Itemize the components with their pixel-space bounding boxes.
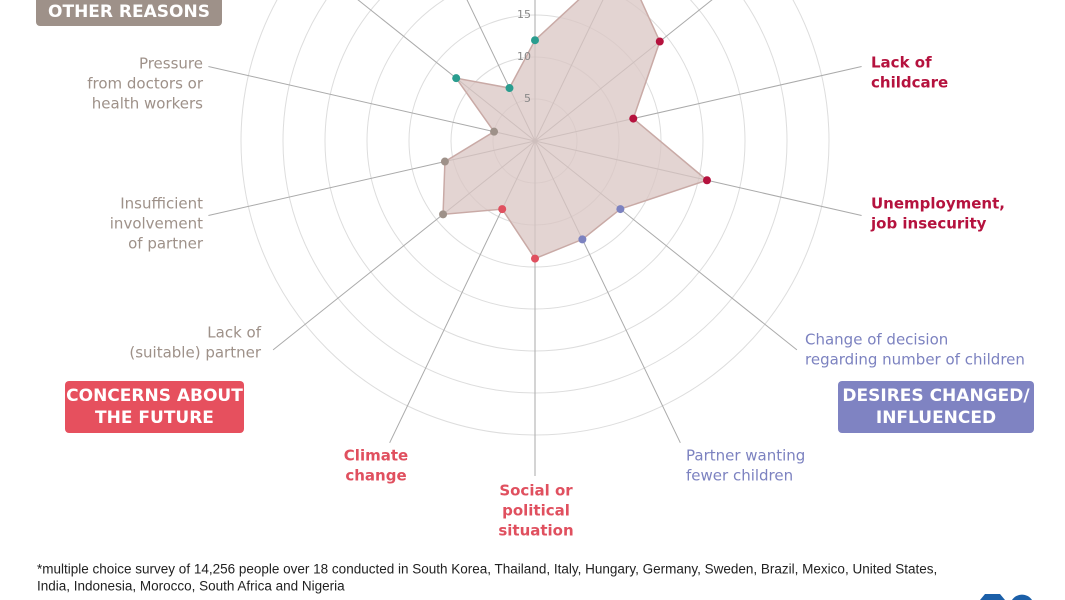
group-badge bbox=[65, 381, 244, 433]
point bbox=[616, 205, 625, 214]
axis-label: change bbox=[345, 467, 406, 485]
axis-label: Climate bbox=[344, 447, 408, 465]
point bbox=[505, 84, 514, 93]
axis-label: from doctors or bbox=[87, 75, 204, 93]
axis-label: situation bbox=[498, 522, 573, 540]
footnote: *multiple choice survey of 14,256 people… bbox=[37, 562, 937, 577]
point bbox=[629, 114, 638, 123]
r-tick-label: 10 bbox=[517, 50, 531, 63]
axis-label: Partner wanting bbox=[686, 447, 805, 465]
group-label: DESIRES CHANGED/ bbox=[842, 386, 1030, 406]
group-badge bbox=[838, 381, 1034, 433]
point bbox=[498, 205, 507, 214]
group-label: OTHER REASONS bbox=[48, 2, 210, 22]
r-tick-label: 15 bbox=[517, 8, 531, 21]
point bbox=[452, 74, 461, 83]
axis-label: (suitable) partner bbox=[129, 344, 261, 362]
axis-label: involvement bbox=[110, 215, 203, 233]
point bbox=[531, 36, 539, 45]
group-label: INFLUENCED bbox=[876, 408, 996, 428]
axis-label: Social or bbox=[499, 482, 573, 500]
axis-label: health workers bbox=[92, 95, 203, 113]
spoke bbox=[208, 65, 536, 142]
axis-label: regarding number of children bbox=[805, 351, 1025, 369]
group-label: THE FUTURE bbox=[95, 408, 214, 428]
axis-label: childcare bbox=[871, 74, 948, 92]
axis-label: Unemployment, bbox=[871, 195, 1005, 213]
group-label: CONCERNS ABOUT bbox=[66, 386, 243, 406]
footnote: India, Indonesia, Morocco, South Africa … bbox=[37, 579, 345, 594]
point bbox=[655, 37, 664, 46]
point bbox=[531, 254, 539, 263]
r-tick-label: 5 bbox=[524, 92, 531, 105]
point bbox=[702, 176, 711, 185]
group-badge bbox=[36, 0, 222, 26]
axis-label: Lack of bbox=[871, 54, 932, 72]
axis-label: Pressure bbox=[139, 55, 203, 73]
point bbox=[578, 235, 587, 244]
point bbox=[439, 210, 448, 219]
axis-label: fewer children bbox=[686, 467, 793, 485]
point bbox=[440, 157, 449, 166]
axis-label: job insecurity bbox=[870, 215, 987, 233]
logo bbox=[980, 594, 1032, 600]
axis-label: Lack of bbox=[207, 324, 261, 342]
axis-label: of partner bbox=[128, 235, 204, 253]
axis-label: political bbox=[502, 502, 570, 520]
axis-label: Change of decision bbox=[805, 331, 948, 349]
point bbox=[490, 127, 499, 136]
axis-label: Insufficient bbox=[120, 195, 203, 213]
